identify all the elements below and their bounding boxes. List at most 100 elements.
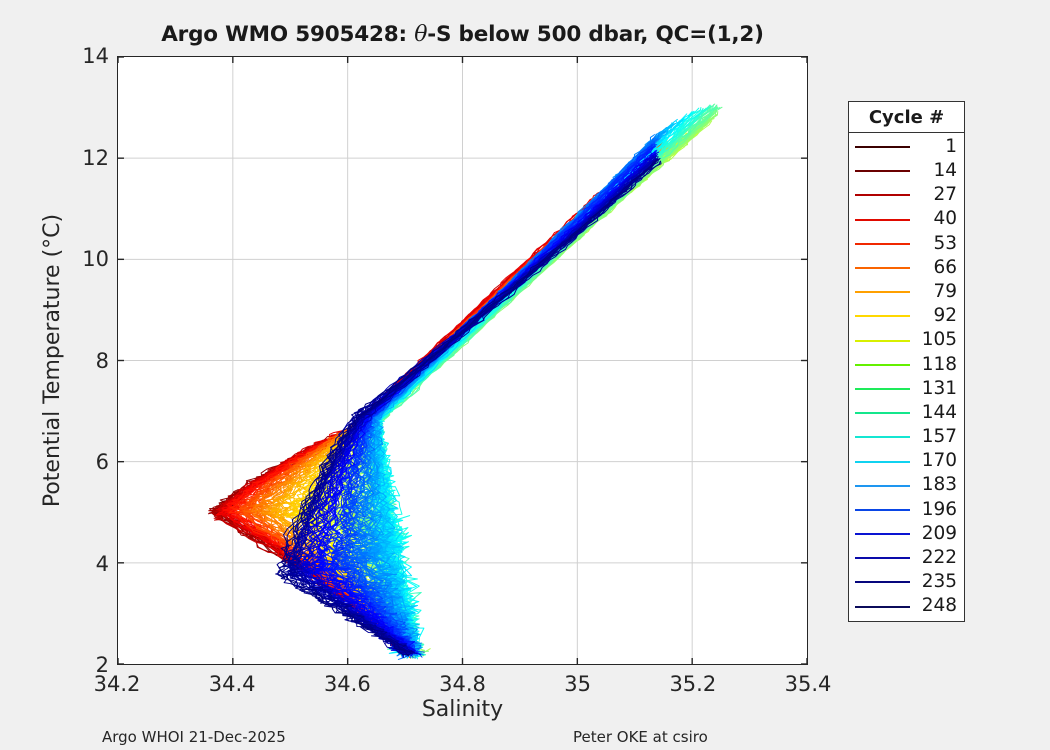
y-tick-label: 10: [82, 247, 109, 271]
legend-entry[interactable]: 1: [849, 135, 964, 159]
profile-line: [374, 120, 679, 654]
legend-color-line: [855, 170, 910, 173]
profile-line: [372, 113, 701, 657]
legend-entry-label: 131: [921, 377, 957, 399]
legend-entry-label: 248: [921, 595, 957, 617]
legend-box[interactable]: Cycle # 1 14 27 40 53 66 79 92 105 118 131 144 157 17…: [848, 101, 965, 622]
legend-entry[interactable]: 196: [849, 498, 964, 522]
legend-color-line: [855, 194, 910, 197]
legend-entry[interactable]: 131: [849, 377, 964, 401]
profile-line: [374, 111, 699, 658]
legend-color-line: [855, 339, 910, 342]
ts-diagram: [118, 57, 807, 664]
legend-color-line: [855, 605, 910, 608]
legend-color-line: [855, 412, 910, 415]
legend-entry-label: 196: [921, 498, 957, 520]
title-suffix: -S below 500 dbar, QC=(1,2): [427, 22, 764, 47]
title-prefix: Argo WMO 5905428:: [161, 22, 415, 47]
profile-line: [285, 141, 677, 655]
profile-line: [376, 111, 693, 656]
profile-curves: [207, 103, 723, 660]
profile-line: [243, 143, 664, 655]
legend-entry-label: 118: [921, 353, 957, 375]
legend-entry[interactable]: 27: [849, 183, 964, 207]
legend-color-line: [855, 436, 910, 439]
legend-entry-label: 222: [921, 547, 957, 569]
x-tick-label: 35.4: [784, 672, 832, 696]
legend-entry-label: 92: [933, 305, 957, 327]
legend-entry-label: 209: [921, 522, 957, 544]
legend-entry[interactable]: 40: [849, 208, 964, 232]
y-tick-label: 14: [82, 44, 109, 68]
profile-line: [370, 127, 668, 654]
legend-entry-label: 66: [933, 256, 957, 278]
profile-line: [373, 119, 684, 655]
legend-color-line: [855, 557, 910, 560]
x-tick-label: 35: [564, 672, 592, 696]
axis-ticks: [118, 57, 807, 664]
legend-entry-list: 1 14 27 40 53 66 79 92 105 118 131 144 157 170 183 196 2…: [849, 133, 964, 619]
legend-entry-label: 1: [945, 135, 957, 157]
y-tick-label: 4: [95, 551, 109, 576]
legend-entry-label: 27: [933, 184, 957, 206]
legend-entry[interactable]: 222: [849, 546, 964, 570]
y-tick-label: 2: [95, 653, 109, 677]
legend-color-line: [855, 242, 910, 245]
footer-author-text: Peter OKE at csiro: [573, 728, 708, 746]
legend-entry[interactable]: 14: [849, 159, 964, 183]
legend-entry[interactable]: 235: [849, 570, 964, 594]
legend-entry[interactable]: 248: [849, 595, 964, 619]
legend-color-line: [855, 581, 910, 584]
legend-entry[interactable]: 79: [849, 280, 964, 304]
theta-symbol: θ: [414, 22, 428, 47]
legend-entry[interactable]: 66: [849, 256, 964, 280]
profile-line: [372, 105, 712, 658]
legend-color-line: [855, 508, 910, 511]
x-tick-label: 34.4: [208, 672, 256, 696]
legend-entry[interactable]: 105: [849, 329, 964, 353]
legend-entry-label: 170: [921, 450, 957, 472]
legend-color-line: [855, 363, 910, 366]
x-tick-label: 34.2: [93, 672, 141, 696]
legend-entry-label: 79: [933, 280, 957, 302]
y-tick-label: 8: [95, 348, 109, 373]
profile-line: [311, 152, 654, 654]
y-tick-label: 6: [95, 450, 109, 474]
y-tick-label: 12: [82, 145, 109, 170]
profile-line: [318, 148, 654, 656]
profile-line: [289, 158, 657, 653]
legend-entry-label: 157: [921, 426, 957, 448]
legend-entry[interactable]: 92: [849, 304, 964, 328]
x-tick-label: 35.2: [669, 672, 717, 696]
legend-entry[interactable]: 53: [849, 232, 964, 256]
legend-entry-label: 144: [921, 401, 957, 423]
legend-color-line: [855, 387, 910, 390]
legend-color-line: [855, 146, 910, 149]
x-tick-label: 34.8: [439, 672, 486, 696]
legend-entry[interactable]: 209: [849, 522, 964, 546]
legend-entry[interactable]: 144: [849, 401, 964, 425]
plot-area[interactable]: [117, 56, 808, 665]
legend-color-line: [855, 484, 910, 487]
legend-entry-label: 105: [921, 329, 957, 351]
profile-line: [370, 113, 688, 660]
legend-entry[interactable]: 118: [849, 353, 964, 377]
legend-entry-label: 40: [933, 208, 957, 230]
gridlines: [118, 57, 807, 664]
x-axis-title: Salinity: [421, 697, 504, 722]
profile-line: [277, 159, 658, 656]
legend-color-line: [855, 533, 910, 536]
profile-line: [279, 159, 658, 657]
legend-color-line: [855, 267, 910, 270]
y-axis-title: Potential Temperature (°C): [40, 213, 65, 508]
legend-entry[interactable]: 170: [849, 449, 964, 473]
legend-color-line: [855, 218, 910, 221]
legend-color-line: [855, 291, 910, 294]
legend-entry[interactable]: 157: [849, 425, 964, 449]
legend-color-line: [855, 315, 910, 318]
legend-entry[interactable]: 183: [849, 474, 964, 498]
legend-entry-label: 235: [921, 571, 957, 593]
x-tick-label: 34.6: [323, 672, 371, 696]
legend-entry-label: 14: [933, 160, 957, 182]
